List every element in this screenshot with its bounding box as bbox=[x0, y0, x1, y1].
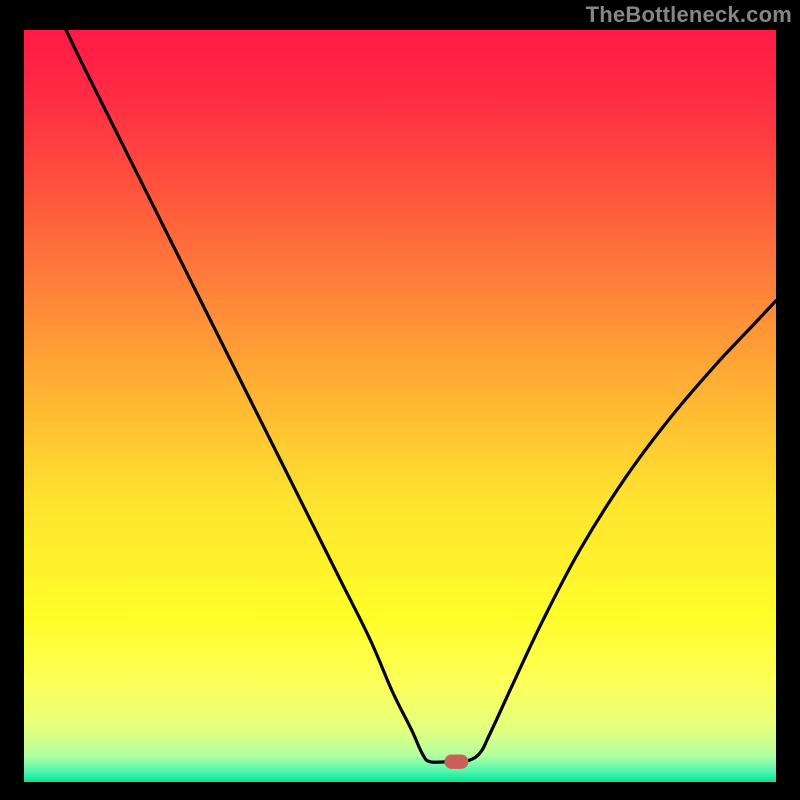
gradient-background bbox=[24, 30, 776, 782]
min-marker bbox=[444, 755, 468, 769]
watermark-text: TheBottleneck.com bbox=[586, 2, 792, 28]
chart-frame: TheBottleneck.com bbox=[0, 0, 800, 800]
bottleneck-chart bbox=[24, 30, 776, 782]
